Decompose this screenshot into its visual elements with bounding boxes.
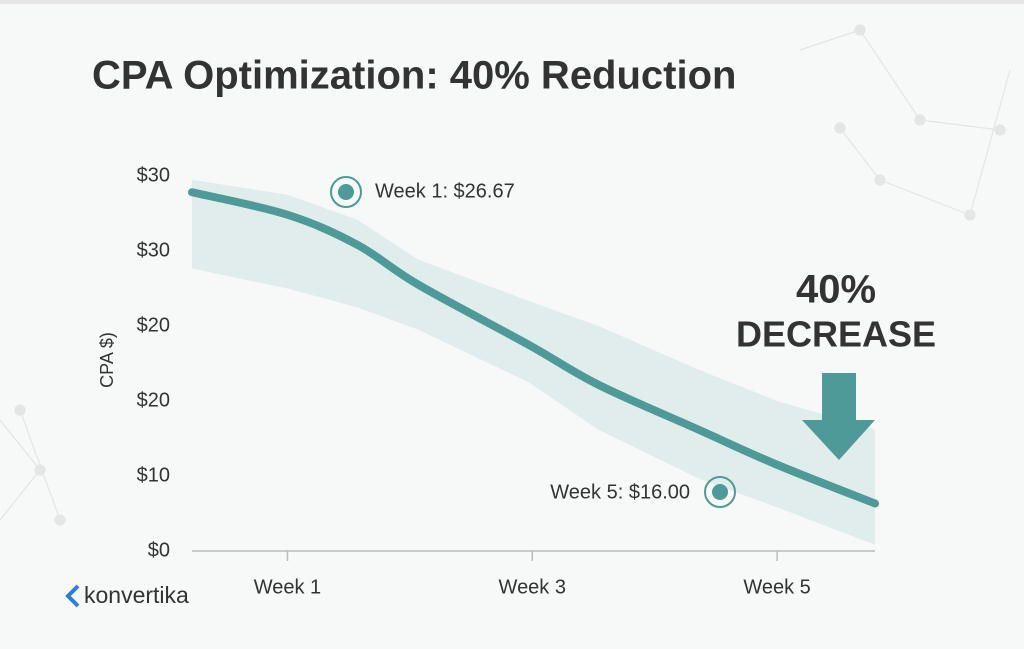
annotation: Week 1: $26.67 bbox=[375, 180, 515, 202]
y-tick-label: $20 bbox=[137, 314, 170, 336]
y-tick-label: $30 bbox=[137, 164, 170, 186]
x-tick-label: Week 1 bbox=[254, 576, 321, 598]
top-bar bbox=[0, 0, 1024, 4]
callout: DECREASE bbox=[736, 314, 936, 355]
annotation: Week 5: $16.00 bbox=[550, 481, 690, 503]
y-tick-label: $10 bbox=[137, 464, 170, 486]
y-tick-label: $0 bbox=[148, 539, 170, 561]
x-tick-label: Week 5 bbox=[743, 576, 810, 598]
annotation-marker bbox=[330, 176, 362, 208]
chart-title: CPA Optimization: 40% Reduction bbox=[92, 54, 736, 98]
callout-arrow bbox=[802, 373, 875, 460]
confidence-band bbox=[192, 179, 875, 545]
annotation-marker bbox=[704, 476, 736, 508]
logo-mark bbox=[65, 584, 80, 608]
callout: 40% bbox=[796, 268, 876, 312]
line bbox=[188, 188, 879, 508]
annotation-marker bbox=[712, 484, 728, 500]
annotation-marker bbox=[338, 184, 354, 200]
y-axis-label: CPA $) bbox=[97, 332, 117, 388]
x-tick-label: Week 3 bbox=[499, 576, 566, 598]
decor-network bbox=[0, 24, 1011, 526]
brand: konvertika bbox=[84, 582, 189, 608]
y-tick-label: $30 bbox=[137, 239, 170, 261]
y-tick-label: $20 bbox=[137, 389, 170, 411]
